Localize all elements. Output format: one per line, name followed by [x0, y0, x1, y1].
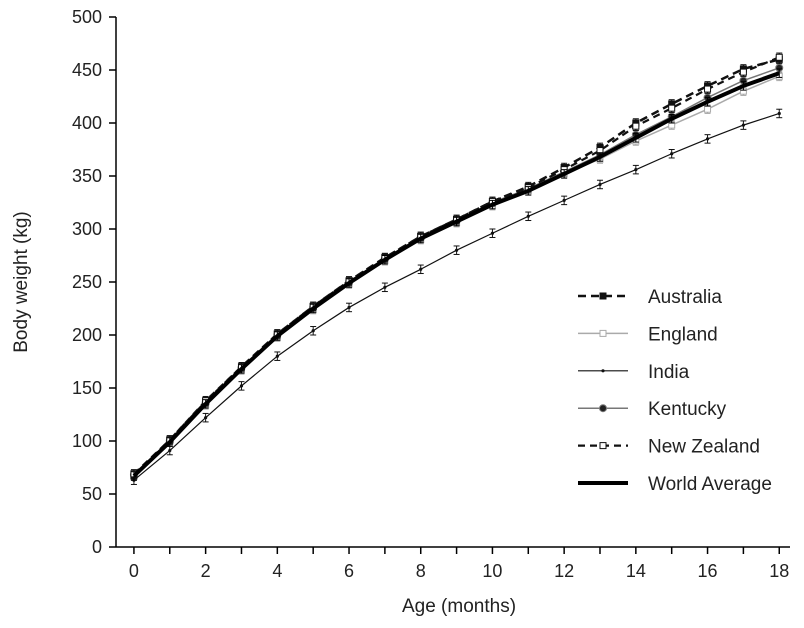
data-point [704, 105, 712, 113]
data-point [454, 248, 459, 252]
x-tick-label: 8 [416, 561, 426, 581]
error-bar [166, 437, 173, 447]
data-point [383, 285, 387, 289]
data-point [775, 53, 783, 61]
data-point [347, 305, 351, 310]
x-tick-label: 0 [129, 561, 139, 581]
y-tick-label: 200 [72, 325, 102, 345]
data-point [168, 448, 172, 453]
legend-item-kentucky: Kentucky [578, 399, 727, 420]
legend-item-australia: Australia [578, 287, 722, 308]
x-tick-label: 14 [626, 561, 646, 581]
data-point [526, 214, 530, 218]
legend-item-new-zealand: New Zealand [578, 437, 760, 458]
y-tick-label: 100 [72, 431, 102, 451]
x-tick-label: 10 [482, 561, 502, 581]
legend-swatch-marker [599, 329, 607, 337]
error-bar [346, 278, 353, 288]
data-point [275, 354, 279, 358]
series-world-average [130, 68, 783, 481]
data-point [634, 168, 638, 172]
data-point [239, 384, 244, 388]
y-tick-label: 500 [72, 7, 102, 27]
x-tick-label: 18 [769, 561, 789, 581]
legend: Australia England India Kentucky New Zealand… [578, 287, 772, 495]
error-bar [381, 255, 388, 265]
error-bar [274, 331, 281, 341]
data-point [598, 182, 602, 187]
error-bar [561, 169, 568, 179]
data-point [705, 137, 710, 141]
x-tick-label: 12 [554, 561, 574, 581]
data-point [704, 85, 712, 93]
legend-swatch-marker [599, 442, 607, 450]
error-bar [740, 81, 747, 91]
legend-label: New Zealand [648, 437, 760, 458]
x-axis-ticks: 0 2 4 6 8 10 12 14 16 18 [129, 547, 789, 581]
legend-swatch-marker [601, 369, 605, 373]
error-bar [202, 399, 209, 409]
legend-label: India [648, 362, 690, 383]
y-tick-label: 50 [82, 484, 102, 504]
error-bar [130, 471, 137, 481]
legend-label: Kentucky [648, 399, 727, 420]
y-tick-label: 0 [92, 537, 102, 557]
error-bar [310, 303, 317, 314]
error-bar [525, 186, 532, 196]
error-bar [417, 233, 424, 244]
data-point [670, 152, 674, 156]
data-point [739, 68, 747, 76]
y-tick-label: 150 [72, 378, 102, 398]
error-bar [776, 68, 783, 78]
legend-swatch-marker [599, 404, 607, 413]
error-bar [238, 364, 245, 374]
data-point [632, 122, 640, 130]
plot-series [129, 52, 784, 485]
y-tick-label: 250 [72, 272, 102, 292]
error-bar [632, 133, 639, 143]
legend-label: England [648, 324, 718, 345]
legend-item-england: England [578, 324, 718, 345]
data-point [562, 198, 566, 202]
legend-label: World Average [648, 474, 772, 495]
error-bar [668, 114, 675, 124]
axes: 0 50 100 150 200 250 300 350 400 450 500 0 2 4 6 8 10 12… [72, 7, 790, 581]
data-point [311, 329, 315, 333]
legend-label: Australia [648, 287, 722, 308]
x-tick-label: 2 [201, 561, 211, 581]
error-bar [704, 97, 711, 107]
x-axis-title: Age (months) [402, 596, 516, 617]
y-axis-title: Body weight (kg) [11, 211, 32, 353]
x-tick-label: 6 [344, 561, 354, 581]
data-point [419, 267, 423, 271]
x-tick-label: 16 [698, 561, 718, 581]
x-tick-label: 4 [272, 561, 282, 581]
error-bar [489, 199, 496, 210]
data-point [668, 104, 676, 112]
y-tick-label: 400 [72, 113, 102, 133]
error-bar [453, 216, 460, 227]
y-axis-ticks: 0 50 100 150 200 250 300 350 400 450 500 [72, 7, 116, 557]
error-bar [596, 152, 603, 162]
legend-item-india: India [578, 362, 690, 383]
data-point [777, 111, 781, 116]
data-point [204, 416, 208, 420]
legend-swatch-marker [599, 292, 607, 300]
data-point [741, 123, 745, 127]
y-tick-label: 300 [72, 219, 102, 239]
y-tick-label: 350 [72, 166, 102, 186]
series-india [130, 108, 783, 485]
data-point [490, 231, 495, 235]
legend-item-world-average: World Average [578, 474, 772, 495]
y-tick-label: 450 [72, 60, 102, 80]
